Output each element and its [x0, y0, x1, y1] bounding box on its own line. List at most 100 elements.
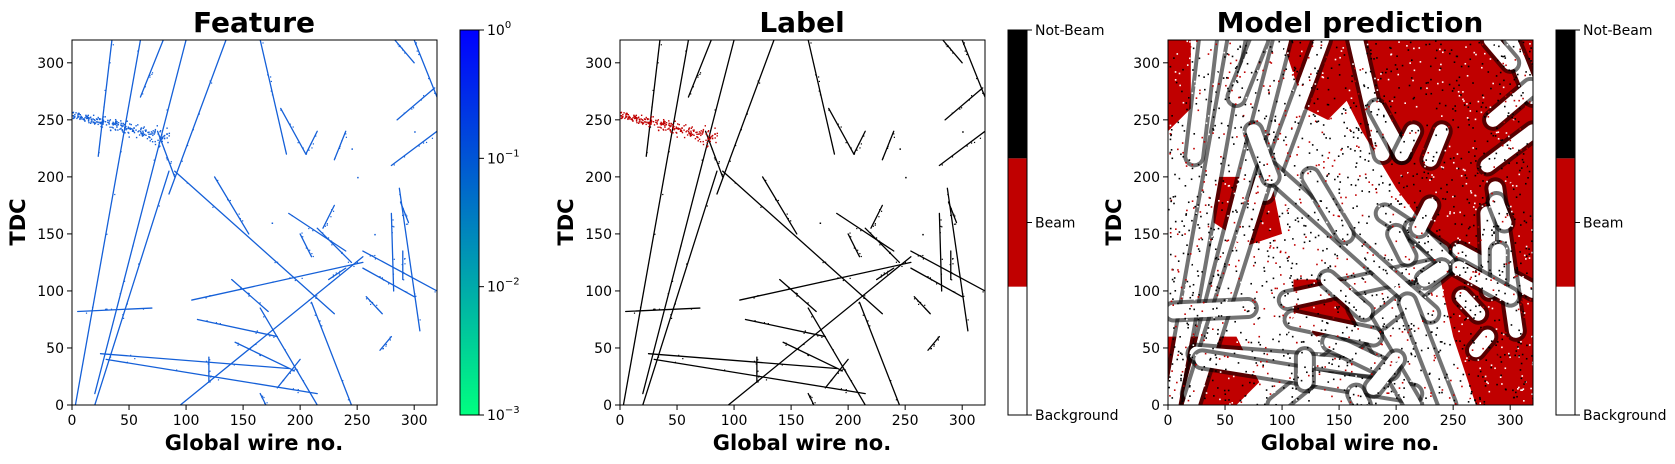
pixel [1174, 255, 1177, 258]
pixel [1266, 250, 1269, 252]
pixel [1504, 105, 1506, 108]
pixel [1239, 45, 1241, 48]
hit [924, 308, 927, 310]
hit [952, 291, 955, 293]
pixel [1198, 250, 1201, 253]
pixel [1321, 323, 1324, 325]
pixel [1311, 199, 1314, 202]
hit [951, 279, 953, 281]
pixel [1398, 203, 1401, 205]
pixel [1518, 235, 1520, 237]
hit [341, 140, 343, 142]
pixel [1264, 179, 1267, 182]
pixel [1333, 295, 1336, 297]
pixel [1336, 257, 1339, 260]
pixel [1402, 165, 1405, 168]
pixel [1247, 240, 1250, 242]
hit [369, 300, 371, 302]
hit [271, 94, 274, 96]
hit [845, 389, 847, 391]
pixel [1313, 102, 1316, 105]
hit [804, 330, 806, 332]
pixel [1258, 175, 1261, 178]
hit [292, 126, 294, 128]
pixel [1287, 212, 1289, 214]
hit [209, 359, 211, 361]
pixel [1407, 231, 1410, 234]
beam-hit [625, 116, 628, 118]
pixel [1197, 296, 1200, 298]
pixel [1197, 224, 1199, 226]
hit [699, 73, 701, 76]
pixel [1375, 43, 1377, 45]
hit [671, 280, 674, 282]
pixel [1231, 186, 1233, 189]
hit [787, 288, 790, 290]
pixel [1284, 48, 1286, 51]
pixel [1387, 78, 1390, 81]
pixel [1197, 318, 1200, 321]
pixel [1187, 326, 1189, 329]
hit [950, 49, 952, 51]
pixel [1431, 110, 1433, 113]
pixel [1179, 352, 1182, 354]
pixel [1354, 149, 1356, 152]
pixel [1479, 203, 1481, 205]
pixel [1421, 270, 1423, 273]
pixel [1433, 321, 1436, 323]
pixel [1531, 335, 1533, 338]
hit [342, 380, 344, 382]
hit [858, 302, 860, 304]
pixel [1399, 134, 1401, 137]
hit [828, 109, 830, 111]
pixel [1223, 133, 1225, 135]
pixel [1233, 192, 1236, 195]
pixel [1339, 56, 1341, 59]
beam-hit [127, 131, 129, 134]
beam-hit [121, 124, 123, 127]
pixel [1469, 309, 1472, 312]
pixel [1409, 157, 1412, 159]
pixel [1468, 151, 1470, 153]
hit [718, 161, 720, 163]
pixel [1472, 271, 1474, 273]
beam-hit [99, 122, 101, 125]
pixel [1493, 44, 1495, 46]
pixel [1402, 325, 1405, 327]
pixel [1227, 53, 1230, 56]
hit [796, 295, 798, 297]
hit [697, 76, 699, 78]
beam-hit [104, 116, 106, 118]
pixel [1418, 241, 1420, 244]
pixel [1331, 395, 1333, 398]
hit [867, 320, 869, 322]
pixel [1365, 272, 1368, 275]
pixel [1496, 341, 1499, 343]
pixel [1324, 388, 1326, 391]
pixel [1500, 240, 1502, 243]
pixel [1342, 141, 1344, 144]
pixel [1170, 133, 1173, 136]
pixel [1338, 249, 1340, 252]
pixel [1472, 206, 1475, 208]
pixel [1439, 339, 1441, 341]
beam-hit [87, 117, 89, 119]
pixel [1442, 200, 1445, 202]
pixel [1371, 294, 1374, 297]
pixel [1351, 139, 1354, 142]
pixel [1491, 234, 1493, 237]
pixel [1341, 219, 1343, 222]
pixel [1364, 201, 1366, 204]
beam-hit [673, 129, 675, 131]
background-band [1455, 289, 1486, 321]
beam-hit [132, 130, 134, 132]
pixel [1341, 397, 1343, 399]
hit [341, 251, 343, 254]
hit [856, 227, 858, 230]
pixel [1435, 144, 1438, 146]
pixel [1272, 338, 1274, 341]
pixel [1407, 172, 1409, 174]
pixel [1317, 361, 1320, 363]
pixel [1476, 341, 1478, 343]
pixel [1522, 310, 1524, 313]
